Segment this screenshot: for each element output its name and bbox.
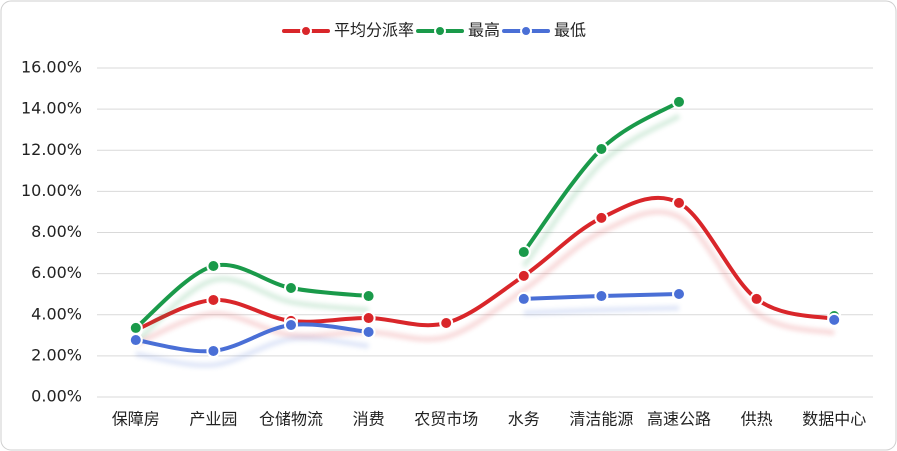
x-tick-label: 消费 xyxy=(353,410,385,429)
data-point xyxy=(361,325,376,340)
x-tick-label: 保障房 xyxy=(112,410,160,429)
y-tick-label: 16.00% xyxy=(21,58,82,77)
legend-dot xyxy=(520,25,533,37)
y-tick-label: 4.00% xyxy=(31,304,82,323)
y-tick-label: 2.00% xyxy=(31,345,82,364)
data-point xyxy=(206,292,221,307)
x-tick-label: 产业园 xyxy=(189,410,237,429)
data-point xyxy=(128,333,143,348)
x-tick-label: 高速公路 xyxy=(647,410,711,429)
y-tick-label: 12.00% xyxy=(21,140,82,159)
data-point xyxy=(516,291,531,306)
data-point xyxy=(516,268,531,283)
data-point xyxy=(827,312,842,327)
data-point xyxy=(128,320,143,335)
y-tick-label: 6.00% xyxy=(31,263,82,282)
legend-label: 最高 xyxy=(468,21,500,40)
y-tick-label: 14.00% xyxy=(21,99,82,118)
y-tick-label: 10.00% xyxy=(21,181,82,200)
legend-label: 最低 xyxy=(554,21,586,40)
data-point xyxy=(206,259,221,274)
legend-dot xyxy=(300,25,312,37)
data-point xyxy=(361,289,376,304)
data-point xyxy=(284,318,298,333)
y-tick-label: 0.00% xyxy=(31,387,82,406)
data-point xyxy=(516,245,531,260)
data-point xyxy=(594,142,609,157)
data-point xyxy=(672,94,686,109)
legend-label: 平均分派率 xyxy=(334,21,414,40)
data-point xyxy=(594,210,609,225)
data-point xyxy=(361,311,376,326)
data-point xyxy=(206,343,221,358)
x-tick-label: 清洁能源 xyxy=(569,410,633,429)
x-tick-label: 农贸市场 xyxy=(414,410,478,429)
data-point xyxy=(672,286,686,301)
legend-dot xyxy=(434,25,447,37)
data-point xyxy=(749,291,764,306)
x-tick-label: 仓储物流 xyxy=(259,410,323,429)
y-tick-label: 8.00% xyxy=(31,222,82,241)
x-tick-label: 供热 xyxy=(741,410,773,429)
x-tick-label: 数据中心 xyxy=(802,410,866,429)
x-tick-label: 水务 xyxy=(508,410,540,429)
data-point xyxy=(672,195,686,210)
line-shadow xyxy=(134,209,835,347)
data-point xyxy=(594,289,609,304)
series-line xyxy=(133,195,837,332)
data-point xyxy=(284,281,298,296)
data-point xyxy=(439,315,454,330)
